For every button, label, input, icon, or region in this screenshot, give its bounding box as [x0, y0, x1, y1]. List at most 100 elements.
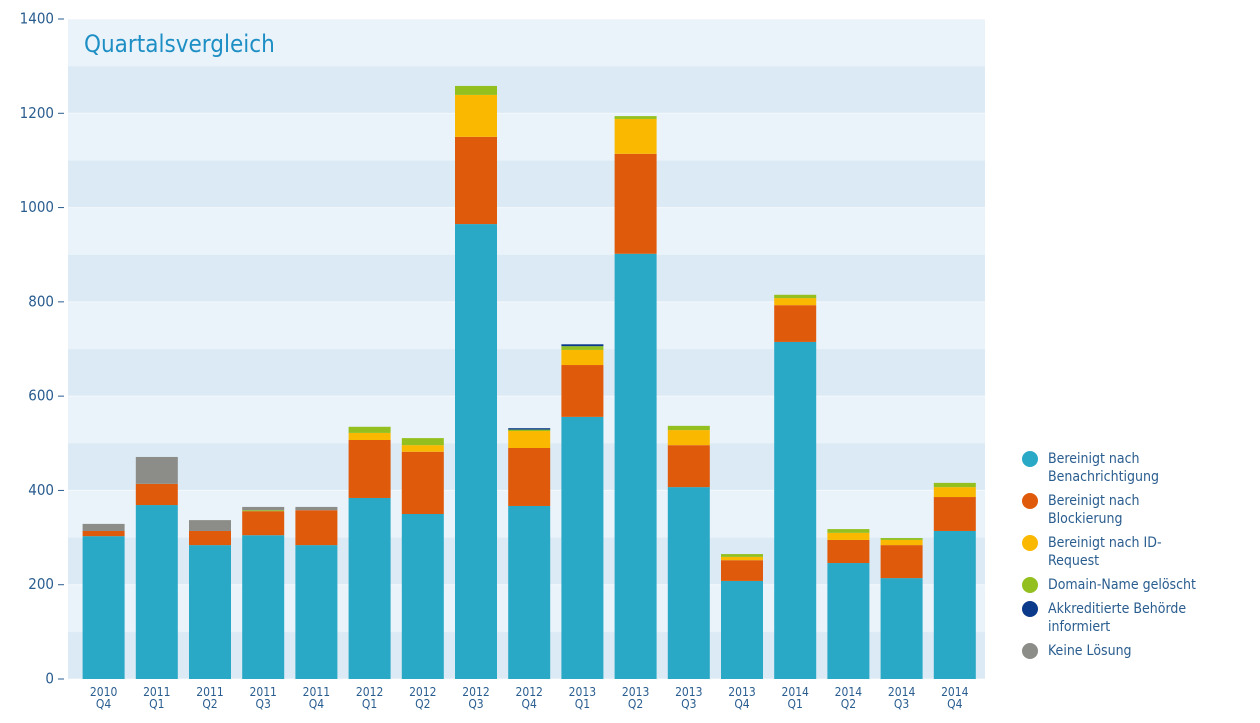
bar-segment: [508, 428, 550, 429]
bar-segment: [615, 116, 657, 119]
bar-segment: [721, 581, 763, 679]
x-tick-label: 2012 Q1: [353, 686, 387, 710]
bar-segment: [295, 510, 337, 545]
x-tick-label: 2012 Q4: [512, 686, 546, 710]
bar-segment: [827, 533, 869, 540]
bar-segment: [189, 545, 231, 679]
bar-segment: [508, 448, 550, 506]
legend-swatch: [1022, 493, 1038, 509]
bar-segment: [508, 430, 550, 431]
bar-segment: [721, 554, 763, 557]
bar-segment: [827, 540, 869, 563]
legend-label: Keine Lösung: [1048, 643, 1132, 659]
legend-swatch: [1022, 577, 1038, 593]
bar-segment: [349, 433, 391, 440]
bar-segment: [349, 427, 391, 433]
x-tick-label: 2013 Q2: [619, 686, 653, 710]
bar-segment: [881, 578, 923, 679]
legend-swatch: [1022, 601, 1038, 617]
bar-segment: [561, 417, 603, 679]
page: Quartalsvergleich 0200400600800100012001…: [0, 0, 1260, 723]
bar-segment: [349, 498, 391, 679]
legend-item: Domain-Name gelöscht: [1022, 576, 1198, 594]
legend-swatch: [1022, 451, 1038, 467]
bar-segment: [934, 483, 976, 487]
bar-segment: [242, 507, 284, 510]
legend: Bereinigt nach Benachrichtigung Bereinigt…: [1022, 450, 1252, 666]
y-tick-label: 1400: [20, 10, 54, 28]
bar-segment: [136, 505, 178, 679]
bar-segment: [83, 531, 125, 536]
bar-segment: [881, 545, 923, 578]
x-tick-label: 2011 Q3: [246, 686, 280, 710]
bar-segment: [402, 438, 444, 445]
x-tick-label: 2011 Q1: [140, 686, 174, 710]
bar-segment: [455, 224, 497, 679]
bar-segment: [721, 557, 763, 560]
x-tick-label: 2012 Q2: [406, 686, 440, 710]
bar-segment: [402, 514, 444, 679]
legend-label: Bereinigt nach ID-Request: [1048, 535, 1162, 569]
x-tick-label: 2013 Q4: [725, 686, 759, 710]
legend-label: Domain-Name gelöscht: [1048, 577, 1196, 593]
legend-item: Bereinigt nach ID-Request: [1022, 534, 1198, 570]
bar-segment: [934, 531, 976, 679]
bar-segment: [402, 452, 444, 514]
bar-segment: [668, 430, 710, 445]
bar-segment: [136, 484, 178, 505]
y-tick-label: 400: [28, 481, 54, 499]
bar-segment: [774, 342, 816, 679]
legend-label: Akkreditierte Behörde informiert: [1048, 601, 1186, 635]
y-tick-label: 1000: [20, 198, 54, 216]
bar-segment: [934, 497, 976, 531]
bar-segment: [242, 510, 284, 511]
bar-segment: [615, 254, 657, 679]
x-tick-label: 2013 Q1: [565, 686, 599, 710]
y-tick-label: 800: [28, 292, 54, 310]
bar-segment: [774, 305, 816, 342]
x-tick-label: 2012 Q3: [459, 686, 493, 710]
bar-segment: [295, 545, 337, 679]
bar-segment: [402, 445, 444, 452]
bar-segment: [189, 520, 231, 531]
bar-segment: [615, 119, 657, 154]
bar-segment: [774, 298, 816, 305]
bar-segment: [615, 154, 657, 254]
bar-segment: [136, 457, 178, 484]
y-tick-label: 200: [28, 575, 54, 593]
bar-segment: [561, 350, 603, 365]
bar-segment: [189, 531, 231, 545]
bar-segment: [668, 487, 710, 679]
legend-swatch: [1022, 535, 1038, 551]
bar-segment: [349, 440, 391, 498]
legend-label: Bereinigt nach Blockierung: [1048, 493, 1140, 527]
bar-segment: [827, 529, 869, 533]
legend-item: Bereinigt nach Benachrichtigung: [1022, 450, 1198, 486]
bar-segment: [508, 506, 550, 679]
legend-item: Keine Lösung: [1022, 642, 1198, 660]
x-tick-label: 2011 Q2: [193, 686, 227, 710]
x-tick-label: 2014 Q1: [778, 686, 812, 710]
bar-segment: [508, 431, 550, 448]
x-tick-label: 2014 Q2: [831, 686, 865, 710]
bar-segment: [934, 487, 976, 497]
bar-segment: [242, 535, 284, 679]
bar-segment: [83, 536, 125, 679]
y-tick-label: 0: [45, 670, 54, 688]
bar-segment: [561, 365, 603, 417]
chart-title: Quartalsvergleich: [84, 30, 275, 58]
bar-segment: [561, 346, 603, 350]
legend-item: Akkreditierte Behörde informiert: [1022, 600, 1198, 636]
x-tick-label: 2014 Q4: [938, 686, 972, 710]
x-tick-label: 2011 Q4: [299, 686, 333, 710]
bar-segment: [774, 295, 816, 298]
x-tick-label: 2013 Q3: [672, 686, 706, 710]
bar-segment: [83, 524, 125, 531]
x-tick-label: 2010 Q4: [87, 686, 121, 710]
bar-segment: [881, 540, 923, 545]
y-tick-label: 1200: [20, 104, 54, 122]
bar-segment: [668, 445, 710, 487]
bar-segment: [668, 426, 710, 430]
bar-segment: [455, 137, 497, 224]
bar-segment: [881, 538, 923, 540]
